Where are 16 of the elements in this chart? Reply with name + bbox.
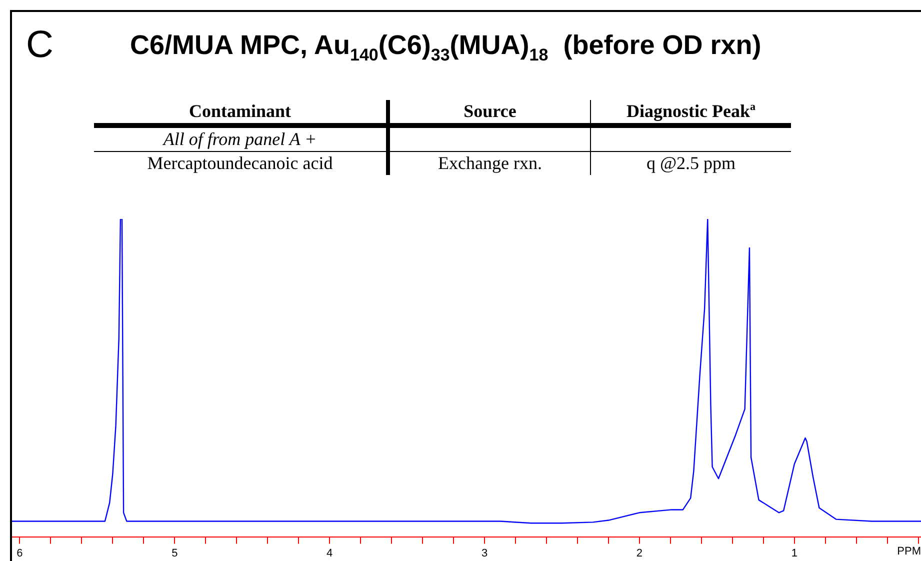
text: Mercaptoundecanoic acid [94,152,388,175]
x-tick-label: 2 [636,547,643,560]
text: Source [388,100,590,126]
text: Exchange rxn. [388,152,590,175]
x-tick-label: 5 [172,547,178,560]
x-tick-label: 6 [16,547,23,560]
x-axis-title: PPM [897,545,921,558]
x-tick-label: 3 [481,547,488,560]
text: Diagnostic Peak$^{a}$ [590,100,791,126]
chart-title: C6/MUA MPC, Au$_{140}$(C6)$_{33}$(MUA)$_{18}$ (before OD rxn) [130,30,762,66]
text: q @2.5 ppm [645,152,737,175]
text: C [26,24,54,67]
text: Contaminant [94,100,388,126]
text: All of from panel A + [94,126,388,152]
x-tick-label: 4 [326,547,333,560]
x-tick-label: 1 [791,547,798,560]
